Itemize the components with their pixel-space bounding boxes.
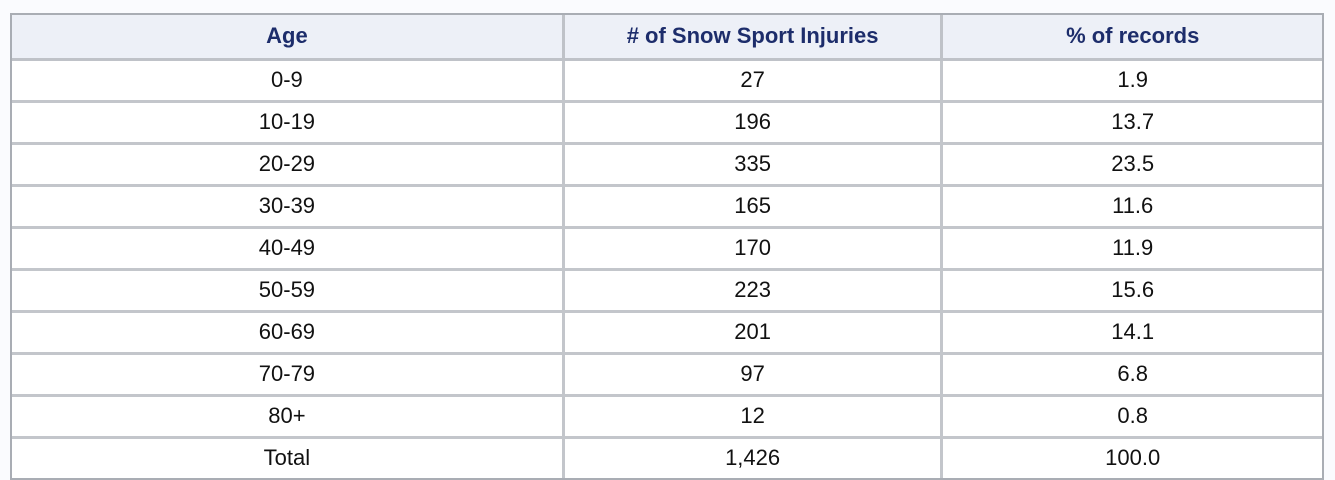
- table-row: 70-79 97 6.8: [12, 355, 1322, 397]
- table-row: 80+ 12 0.8: [12, 397, 1322, 439]
- table-cell: 15.6: [943, 271, 1322, 313]
- table-row: 30-39 165 11.6: [12, 187, 1322, 229]
- table-cell: 14.1: [943, 313, 1322, 355]
- table-row: 10-19 196 13.7: [12, 103, 1322, 145]
- table-row: Total 1,426 100.0: [12, 439, 1322, 478]
- table-cell: 60-69: [12, 313, 565, 355]
- table-row: 60-69 201 14.1: [12, 313, 1322, 355]
- table-row: 40-49 170 11.9: [12, 229, 1322, 271]
- table-cell: 165: [564, 187, 944, 229]
- table-header: Age # of Snow Sport Injuries % of record…: [12, 15, 1322, 61]
- table-cell: 80+: [12, 397, 565, 439]
- header-injury-count: # of Snow Sport Injuries: [564, 15, 944, 61]
- table-row: 20-29 335 23.5: [12, 145, 1322, 187]
- table-cell: 27: [564, 61, 944, 103]
- table-cell: 201: [564, 313, 944, 355]
- table-cell: 70-79: [12, 355, 565, 397]
- header-age: Age: [12, 15, 565, 61]
- table-cell: 1.9: [943, 61, 1322, 103]
- table-cell: 12: [564, 397, 944, 439]
- table-cell: 0.8: [943, 397, 1322, 439]
- table-cell: 100.0: [943, 439, 1322, 478]
- table-cell: 335: [564, 145, 944, 187]
- table-row: 50-59 223 15.6: [12, 271, 1322, 313]
- table-cell: 11.9: [943, 229, 1322, 271]
- header-percent-records: % of records: [943, 15, 1322, 61]
- table-cell: 23.5: [943, 145, 1322, 187]
- table-cell: 1,426: [564, 439, 944, 478]
- table-cell: 196: [564, 103, 944, 145]
- table-row: 0-9 27 1.9: [12, 61, 1322, 103]
- table-cell: 11.6: [943, 187, 1322, 229]
- table-cell: 223: [564, 271, 944, 313]
- table-cell: 97: [564, 355, 944, 397]
- table-cell: 13.7: [943, 103, 1322, 145]
- header-row: Age # of Snow Sport Injuries % of record…: [12, 15, 1322, 61]
- snow-sport-injuries-table: Age # of Snow Sport Injuries % of record…: [10, 13, 1324, 480]
- table-cell: 6.8: [943, 355, 1322, 397]
- table-body: 0-9 27 1.9 10-19 196 13.7 20-29 335 23.5 30-39 165…: [12, 61, 1322, 478]
- table-cell: 170: [564, 229, 944, 271]
- table-cell: 50-59: [12, 271, 565, 313]
- table-cell: 30-39: [12, 187, 565, 229]
- table-cell: 40-49: [12, 229, 565, 271]
- table-cell: Total: [12, 439, 565, 478]
- table-cell: 0-9: [12, 61, 565, 103]
- table-cell: 20-29: [12, 145, 565, 187]
- table-cell: 10-19: [12, 103, 565, 145]
